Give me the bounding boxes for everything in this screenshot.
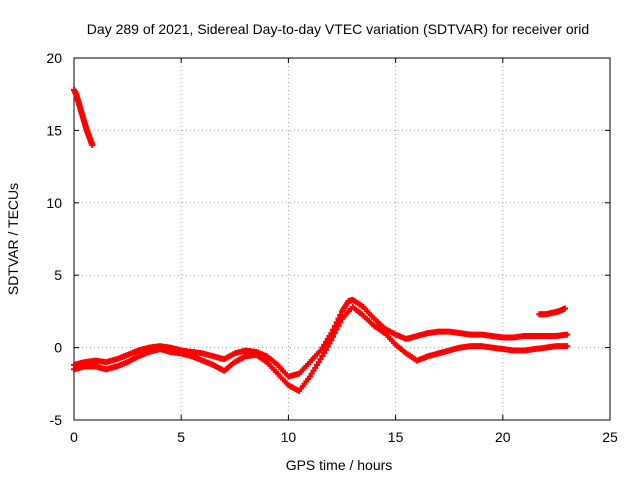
y-tick-label: 0 [54, 340, 62, 356]
data-point [89, 141, 96, 148]
y-tick-label: 20 [46, 50, 62, 66]
data-point [564, 331, 571, 338]
data-point [561, 305, 568, 312]
data-point [321, 349, 328, 356]
x-tick-label: 5 [177, 429, 185, 445]
x-tick-label: 10 [281, 429, 297, 445]
data-point [337, 312, 344, 319]
data-point [324, 343, 331, 350]
chart-title: Day 289 of 2021, Sidereal Day-to-day VTE… [87, 21, 589, 37]
grid-lines [74, 58, 610, 420]
data-point [326, 340, 333, 347]
data-point [319, 353, 326, 360]
series-early-descent [71, 86, 96, 148]
y-tick-label: 5 [54, 267, 62, 283]
y-tick-label: 15 [46, 122, 62, 138]
plot-area-frame [73, 57, 611, 421]
series-sdtvar-band-b [71, 304, 571, 395]
x-tick-label: 20 [495, 429, 511, 445]
x-axis-label: GPS time / hours [286, 457, 393, 473]
data-point [337, 319, 344, 326]
data-point [335, 322, 342, 329]
axis-ticks [73, 57, 611, 421]
y-tick-labels: -5 0 5 10 15 20 [46, 50, 62, 428]
data-point [317, 356, 324, 363]
x-tick-labels: 0 5 10 15 20 25 [70, 429, 618, 445]
data-point [333, 326, 340, 333]
data-point [564, 343, 571, 350]
data-point [322, 346, 329, 353]
x-tick-label: 25 [602, 429, 618, 445]
series-late-segment [536, 305, 568, 318]
data-point [328, 337, 335, 344]
x-tick-label: 0 [70, 429, 78, 445]
series-sdtvar-band-a [71, 296, 571, 380]
y-axis-label: SDTVAR / TECUs [5, 183, 21, 295]
data-marks [71, 86, 571, 395]
y-tick-label: 10 [46, 195, 62, 211]
data-point [331, 330, 338, 337]
y-tick-label: -5 [50, 412, 63, 428]
data-point [330, 333, 337, 340]
x-tick-label: 15 [388, 429, 404, 445]
